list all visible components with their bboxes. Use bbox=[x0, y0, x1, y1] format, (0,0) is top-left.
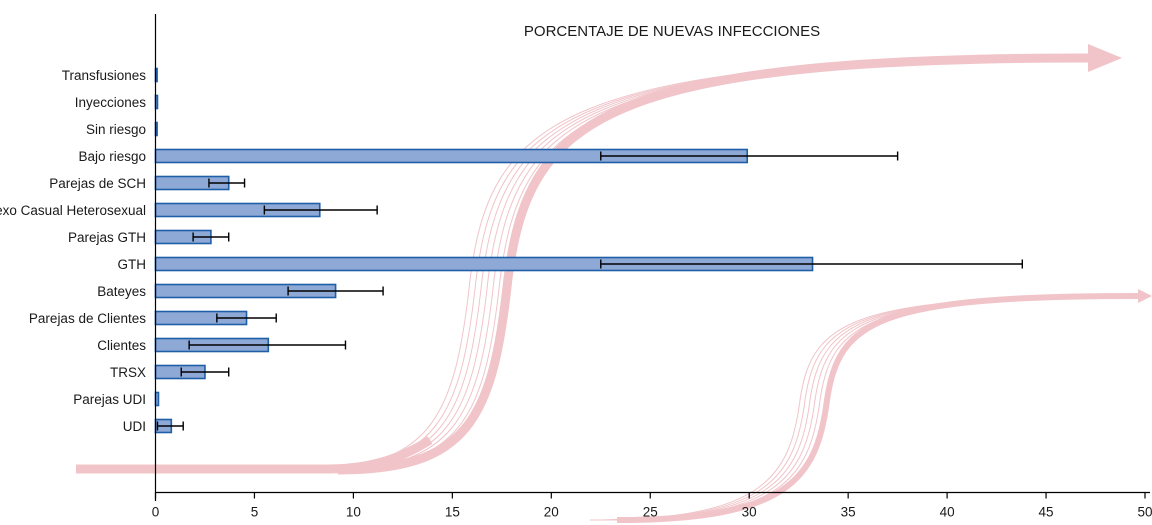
error-bar bbox=[180, 367, 230, 377]
error-bar bbox=[600, 151, 899, 161]
chart-title: PORCENTAJE DE NUEVAS INFECCIONES bbox=[524, 23, 820, 40]
x-axis-ticks: 0 5 10 15 20 25 30 35 40 45 50 bbox=[152, 492, 1152, 520]
error-bar bbox=[188, 340, 347, 350]
x-tick-label: 50 bbox=[1137, 505, 1152, 520]
x-tick-label: 20 bbox=[544, 505, 559, 520]
x-tick-label: 0 bbox=[152, 505, 160, 520]
bars bbox=[154, 67, 1024, 434]
x-tick-label: 35 bbox=[841, 505, 856, 520]
small-s-arrow-line bbox=[614, 295, 1141, 521]
large-s-arrow-arrowhead bbox=[1088, 44, 1122, 72]
category-label: Bajo riesgo bbox=[78, 149, 146, 164]
category-label: Sexo Casual Heterosexual bbox=[0, 203, 146, 218]
error-bar bbox=[263, 205, 378, 215]
small-s-arrow-band bbox=[616, 293, 1141, 523]
error-bar bbox=[216, 313, 277, 323]
category-label: UDI bbox=[123, 419, 146, 434]
category-label: GTH bbox=[118, 257, 147, 272]
category-label: Parejas GTH bbox=[68, 230, 146, 245]
category-label: TRSX bbox=[110, 365, 146, 380]
x-tick-label: 5 bbox=[251, 505, 259, 520]
error-bar bbox=[600, 259, 1024, 269]
decorative-pink-arrows bbox=[76, 44, 1152, 523]
x-tick-label: 30 bbox=[742, 505, 757, 520]
error-bar bbox=[208, 178, 246, 188]
category-label: Transfusiones bbox=[62, 68, 147, 83]
x-tick-label: 25 bbox=[643, 505, 658, 520]
x-tick-label: 45 bbox=[1039, 505, 1054, 520]
category-label: Sin riesgo bbox=[86, 122, 146, 137]
category-label: Bateyes bbox=[97, 284, 146, 299]
category-label: Parejas de SCH bbox=[49, 176, 146, 191]
category-label: Parejas UDI bbox=[73, 392, 146, 407]
small-s-arrow-arrowhead bbox=[1138, 289, 1152, 303]
large-s-arrow-band bbox=[337, 53, 1091, 475]
small-s-arrow-line bbox=[604, 295, 1141, 521]
error-bar bbox=[156, 421, 184, 431]
category-label: Parejas de Clientes bbox=[29, 311, 146, 326]
x-tick-label: 40 bbox=[940, 505, 955, 520]
category-label: Inyecciones bbox=[75, 95, 147, 110]
error-bar bbox=[192, 232, 230, 242]
x-tick-label: 10 bbox=[346, 505, 361, 520]
small-s-arrow-line bbox=[609, 295, 1141, 521]
category-label: Clientes bbox=[97, 338, 146, 353]
category-labels: Transfusiones Inyecciones Sin riesgo Bajo r… bbox=[0, 68, 146, 434]
small-s-arrow bbox=[589, 289, 1152, 523]
large-arrow-tail bbox=[76, 436, 433, 474]
error-bar bbox=[287, 286, 384, 296]
x-tick-label: 15 bbox=[445, 505, 460, 520]
